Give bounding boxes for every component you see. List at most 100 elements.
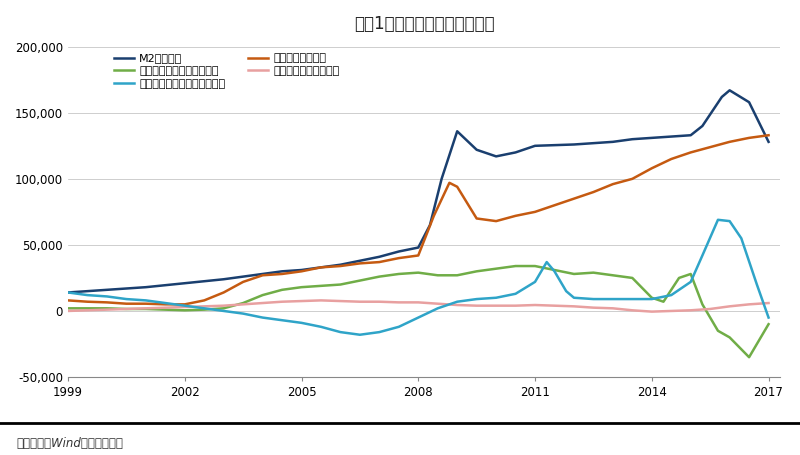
其他（包括同业在内，亿元） [63,290,73,295]
财政存款余额（亿元） [336,298,346,304]
M2（亿元） [725,87,734,93]
其他（包括同业在内，亿元） [542,259,551,265]
各项贷款（亿元） [589,189,598,195]
其他（包括同业在内，亿元） [336,329,346,335]
各项贷款（亿元） [445,180,454,186]
M2（亿元） [161,283,170,288]
M2（亿元） [589,141,598,146]
中央银行外汇占款（亿元） [569,271,578,277]
其他（包括同业在内，亿元） [394,324,404,329]
中央银行外汇占款（亿元） [374,274,384,279]
各项贷款（亿元） [608,182,618,187]
其他（包括同业在内，亿元） [608,296,618,302]
财政存款余额（亿元） [725,303,734,309]
Title: 图表1：中国货币发行历史回顾: 图表1：中国货币发行历史回顾 [354,15,494,33]
财政存款余额（亿元） [510,303,520,308]
中央银行外汇占款（亿元） [491,266,501,272]
Line: 其他（包括同业在内，亿元）: 其他（包括同业在内，亿元） [68,220,769,335]
M2（亿元） [219,277,229,282]
财政存款余额（亿元） [764,300,774,306]
M2（亿元） [608,139,618,145]
各项贷款（亿元） [429,213,438,218]
财政存款余额（亿元） [238,302,248,307]
财政存款余额（亿元） [550,303,559,308]
其他（包括同业在内，亿元） [141,298,150,303]
财政存款余额（亿元） [355,299,365,304]
财政存款余额（亿元） [647,309,657,314]
M2（亿元） [180,280,190,286]
其他（包括同业在内，亿元） [686,279,695,285]
其他（包括同业在内，亿元） [666,293,676,298]
中央银行外汇占款（亿元） [82,306,92,311]
M2（亿元） [122,286,131,291]
财政存款余额（亿元） [414,300,423,305]
中央银行外汇占款（亿元） [744,354,754,360]
其他（包括同业在内，亿元） [472,296,482,302]
M2（亿元） [472,147,482,152]
M2（亿元） [102,287,112,293]
M2（亿元） [452,129,462,134]
中央银行外汇占款（亿元） [297,284,306,290]
财政存款余额（亿元） [569,303,578,309]
中央银行外汇占款（亿元） [647,295,657,300]
各项贷款（亿元） [297,268,306,274]
财政存款余额（亿元） [102,307,112,313]
中央银行外汇占款（亿元） [510,263,520,269]
M2（亿元） [550,142,559,148]
其他（包括同业在内，亿元） [491,295,501,300]
M2（亿元） [764,139,774,145]
中央银行外汇占款（亿元） [674,275,684,281]
中央银行外汇占款（亿元） [180,308,190,313]
财政存款余额（亿元） [297,298,306,304]
各项贷款（亿元） [627,176,637,182]
M2（亿元） [199,278,209,284]
M2（亿元） [336,262,346,268]
M2（亿元） [627,136,637,142]
M2（亿元） [278,268,287,274]
M2（亿元） [63,290,73,295]
M2（亿元） [510,150,520,155]
其他（包括同业在内，亿元） [297,320,306,326]
其他（包括同业在内，亿元） [316,324,326,329]
其他（包括同业在内，亿元） [510,291,520,297]
其他（包括同业在内，亿元） [550,268,559,274]
其他（包括同业在内，亿元） [562,288,571,294]
各项贷款（亿元） [180,302,190,307]
其他（包括同业在内，亿元） [238,311,248,316]
其他（包括同业在内，亿元） [752,282,762,287]
其他（包括同业在内，亿元） [737,236,746,241]
中央银行外汇占款（亿元） [336,282,346,287]
中央银行外汇占款（亿元） [608,273,618,278]
各项贷款（亿元） [764,132,774,138]
中央银行外汇占款（亿元） [219,306,229,311]
中央银行外汇占款（亿元） [63,306,73,311]
中央银行外汇占款（亿元） [238,300,248,306]
各项贷款（亿元） [82,299,92,304]
中央银行外汇占款（亿元） [433,273,442,278]
M2（亿元） [717,94,726,100]
其他（包括同业在内，亿元） [713,217,722,222]
财政存款余额（亿元） [122,306,131,312]
M2（亿元） [491,154,501,159]
其他（包括同业在内，亿元） [180,303,190,308]
M2（亿元） [374,254,384,259]
各项贷款（亿元） [258,273,267,278]
其他（包括同业在内，亿元） [161,300,170,306]
财政存款余额（亿元） [744,302,754,307]
中央银行外汇占款（亿元） [530,263,540,269]
财政存款余额（亿元） [219,303,229,308]
各项贷款（亿元） [725,139,734,145]
各项贷款（亿元） [63,298,73,303]
各项贷款（亿元） [219,290,229,295]
其他（包括同业在内，亿元） [122,296,131,302]
其他（包括同业在内，亿元） [219,308,229,313]
财政存款余额（亿元） [63,308,73,313]
中央银行外汇占款（亿元） [316,283,326,288]
财政存款余额（亿元） [82,308,92,313]
财政存款余额（亿元） [278,299,287,304]
各项贷款（亿元） [452,184,462,189]
各项贷款（亿元） [141,301,150,306]
各项贷款（亿元） [199,298,209,303]
其他（包括同业在内，亿元） [627,296,637,302]
M2（亿元） [355,258,365,263]
